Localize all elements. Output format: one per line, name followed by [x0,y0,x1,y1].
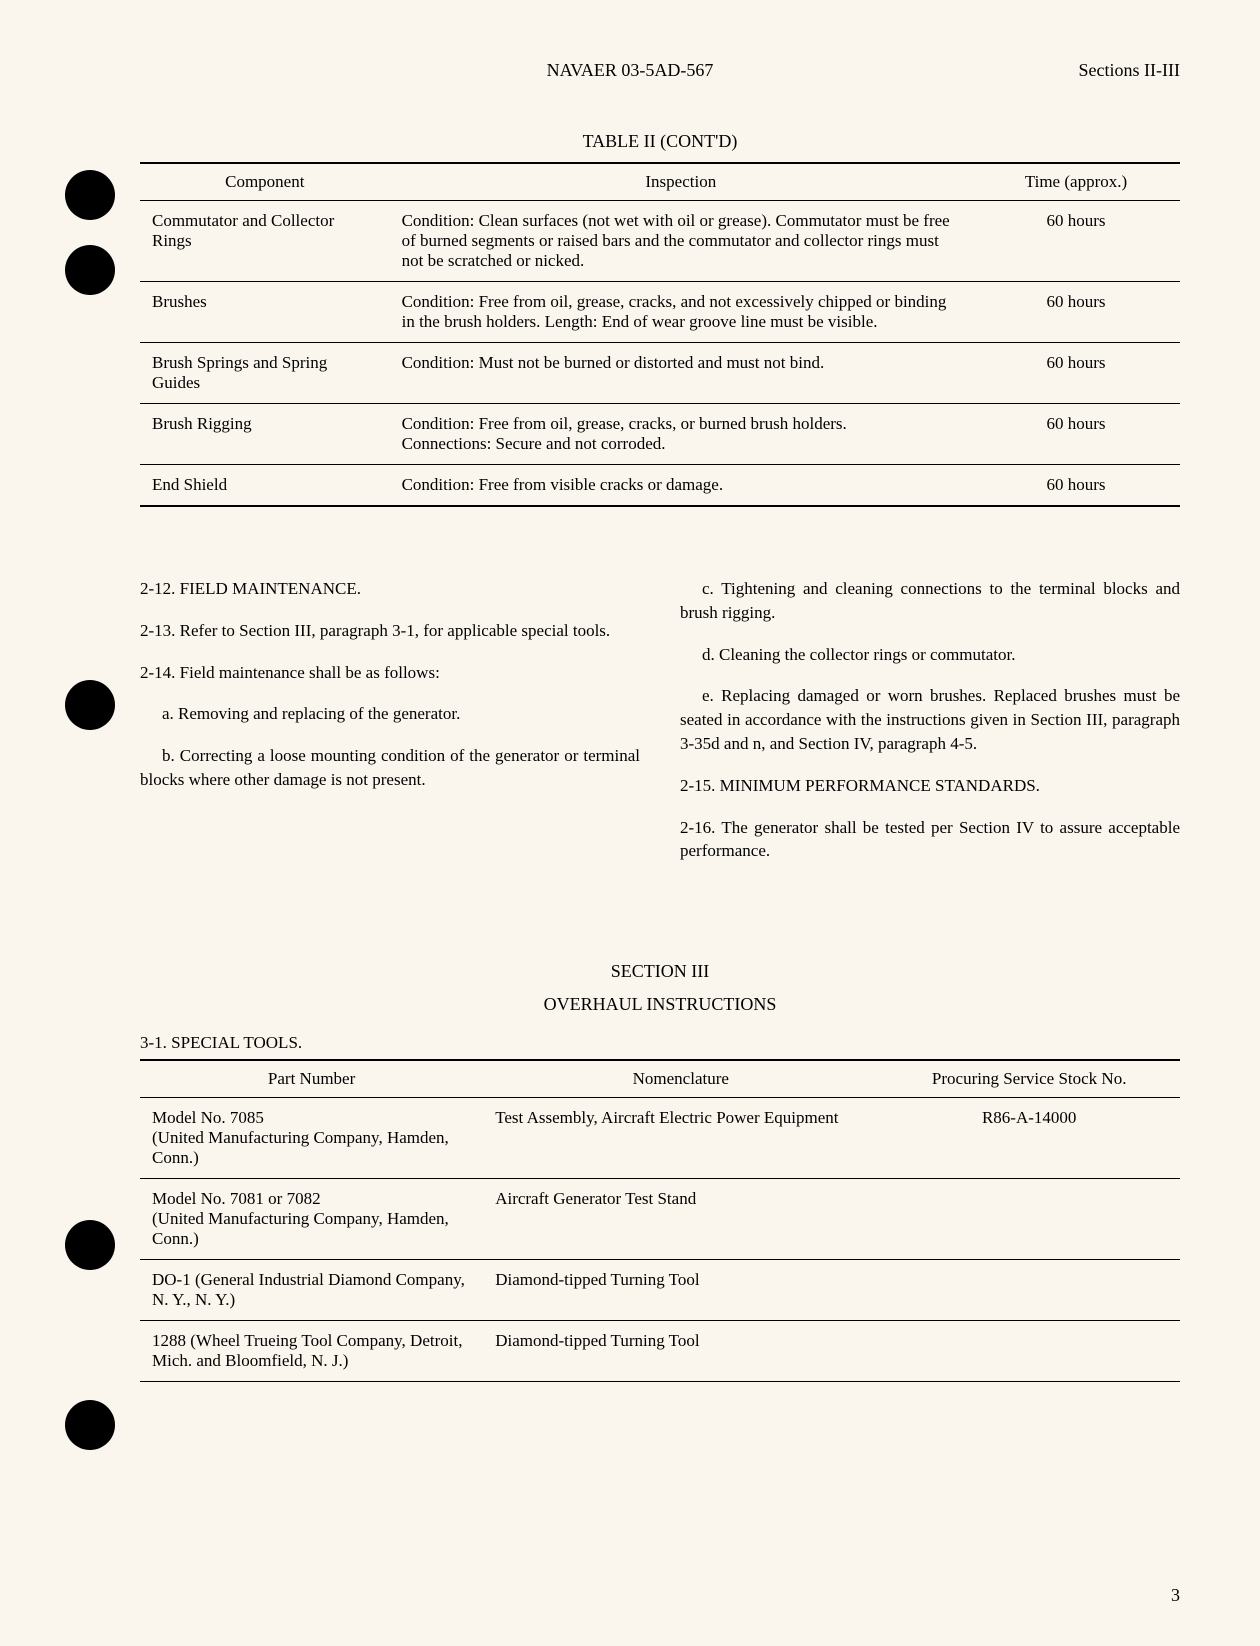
table-header: Inspection [390,163,972,201]
subsection-title: 3-1. SPECIAL TOOLS. [140,1033,1180,1053]
time-cell: 60 hours [972,201,1180,282]
doc-number: NAVAER 03-5AD-567 [547,60,714,81]
inspection-cell: Condition: Free from oil, grease, cracks… [390,404,972,465]
part-cell: DO-1 (General Industrial Diamond Company… [140,1260,483,1321]
part-cell: Model No. 7085 (United Manufacturing Com… [140,1098,483,1179]
component-cell: Brush Rigging [140,404,390,465]
nomenclature-cell: Aircraft Generator Test Stand [483,1179,878,1260]
inspection-cell: Condition: Must not be burned or distort… [390,343,972,404]
component-cell: Commutator and Collector Rings [140,201,390,282]
paragraph: b. Correcting a loose mounting condition… [140,744,640,792]
document-page: NAVAER 03-5AD-567 Sections II-III TABLE … [0,0,1260,1646]
table-row: End ShieldCondition: Free from visible c… [140,465,1180,507]
stock-cell: R86-A-14000 [878,1098,1180,1179]
table-row: BrushesCondition: Free from oil, grease,… [140,282,1180,343]
paragraph: 2-15. MINIMUM PERFORMANCE STANDARDS. [680,774,1180,798]
right-column: c. Tightening and cleaning connections t… [680,577,1180,881]
stock-cell [878,1260,1180,1321]
table-row: Brush Springs and Spring GuidesCondition… [140,343,1180,404]
table-row: Commutator and Collector RingsCondition:… [140,201,1180,282]
table-header: Procuring Service Stock No. [878,1060,1180,1098]
punch-hole [65,680,115,730]
inspection-cell: Condition: Free from visible cracks or d… [390,465,972,507]
section-label: Sections II-III [1079,60,1180,81]
table-header: Part Number [140,1060,483,1098]
inspection-table: Component Inspection Time (approx.) Comm… [140,162,1180,507]
stock-cell [878,1321,1180,1382]
inspection-cell: Condition: Free from oil, grease, cracks… [390,282,972,343]
table-header: Nomenclature [483,1060,878,1098]
section-header: SECTION III [140,961,1180,982]
punch-hole [65,1220,115,1270]
component-cell: Brushes [140,282,390,343]
punch-hole [65,1400,115,1450]
table-title: TABLE II (CONT'D) [140,131,1180,152]
paragraph: 2-12. FIELD MAINTENANCE. [140,577,640,601]
nomenclature-cell: Diamond-tipped Turning Tool [483,1260,878,1321]
stock-cell [878,1179,1180,1260]
punch-hole [65,245,115,295]
component-cell: End Shield [140,465,390,507]
nomenclature-cell: Test Assembly, Aircraft Electric Power E… [483,1098,878,1179]
paragraph: e. Replacing damaged or worn brushes. Re… [680,684,1180,755]
table-row: 1288 (Wheel Trueing Tool Company, Detroi… [140,1321,1180,1382]
tools-table: Part Number Nomenclature Procuring Servi… [140,1059,1180,1382]
table-row: Model No. 7085 (United Manufacturing Com… [140,1098,1180,1179]
part-cell: 1288 (Wheel Trueing Tool Company, Detroi… [140,1321,483,1382]
time-cell: 60 hours [972,465,1180,507]
paragraph: a. Removing and replacing of the generat… [140,702,640,726]
component-cell: Brush Springs and Spring Guides [140,343,390,404]
body-columns: 2-12. FIELD MAINTENANCE. 2-13. Refer to … [140,577,1180,881]
paragraph: 2-16. The generator shall be tested per … [680,816,1180,864]
time-cell: 60 hours [972,404,1180,465]
paragraph: 2-13. Refer to Section III, paragraph 3-… [140,619,640,643]
inspection-cell: Condition: Clean surfaces (not wet with … [390,201,972,282]
page-header: NAVAER 03-5AD-567 Sections II-III [140,60,1180,81]
table-row: Brush RiggingCondition: Free from oil, g… [140,404,1180,465]
page-number: 3 [1171,1585,1180,1606]
section-subheader: OVERHAUL INSTRUCTIONS [140,994,1180,1015]
time-cell: 60 hours [972,343,1180,404]
part-cell: Model No. 7081 or 7082 (United Manufactu… [140,1179,483,1260]
paragraph: d. Cleaning the collector rings or commu… [680,643,1180,667]
table-row: DO-1 (General Industrial Diamond Company… [140,1260,1180,1321]
table-row: Model No. 7081 or 7082 (United Manufactu… [140,1179,1180,1260]
table-header: Component [140,163,390,201]
nomenclature-cell: Diamond-tipped Turning Tool [483,1321,878,1382]
punch-hole [65,170,115,220]
left-column: 2-12. FIELD MAINTENANCE. 2-13. Refer to … [140,577,640,881]
table-header: Time (approx.) [972,163,1180,201]
time-cell: 60 hours [972,282,1180,343]
paragraph: 2-14. Field maintenance shall be as foll… [140,661,640,685]
paragraph: c. Tightening and cleaning connections t… [680,577,1180,625]
